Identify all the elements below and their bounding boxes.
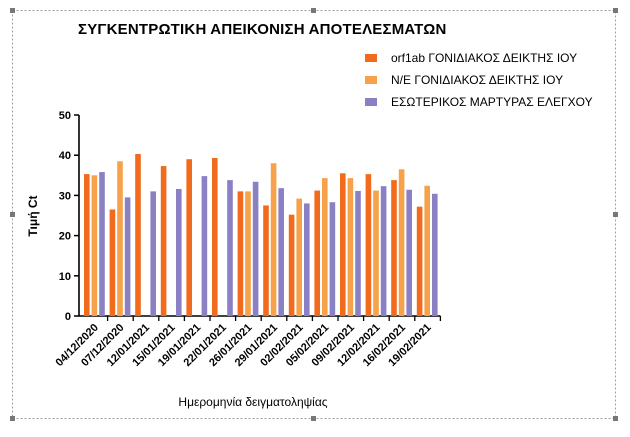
bar-s1-19/01/2021 <box>186 159 192 316</box>
bar-s1-07/12/2020 <box>109 209 116 316</box>
legend: orf1ab ΓΟΝΙΔΙΑΚΟΣ ΔΕΙΚΤΗΣ ΙΟΥ N/E ΓΟΝΙΔΙΑ… <box>365 51 593 109</box>
bar-s3-05/02/2021 <box>329 202 336 316</box>
y-tick-label: 30 <box>59 190 71 202</box>
resize-handle-top-right[interactable] <box>613 8 618 13</box>
bar-s1-12/01/2021 <box>135 153 141 316</box>
resize-handle-top[interactable] <box>311 8 316 13</box>
bar-s1-02/02/2021 <box>288 214 295 316</box>
y-tick-label: 10 <box>59 271 71 283</box>
resize-handle-left[interactable] <box>10 212 15 217</box>
selection-handles <box>10 8 618 421</box>
bar-s1-26/01/2021 <box>237 191 244 316</box>
bar-s1-04/12/2020 <box>84 174 90 316</box>
y-tick-label: 0 <box>65 311 71 323</box>
bar-s3-29/01/2021 <box>278 188 284 316</box>
bar-s2-26/01/2021 <box>245 191 251 316</box>
bar-s2-05/02/2021 <box>322 178 328 316</box>
resize-handle-bottom[interactable] <box>311 416 316 421</box>
bar-s1-29/01/2021 <box>263 205 269 316</box>
bar-s2-29/01/2021 <box>270 163 277 316</box>
legend-swatch-s1 <box>365 54 377 62</box>
bar-s2-04/12/2020 <box>91 175 98 316</box>
bar-s2-12/02/2021 <box>373 190 379 316</box>
bar-s2-19/02/2021 <box>424 185 430 316</box>
resize-handle-bottom-right[interactable] <box>613 416 618 421</box>
bar-s2-07/12/2020 <box>117 161 123 316</box>
y-tick-label: 40 <box>59 150 71 162</box>
plot-area: 0102030405004/12/202007/12/202012/01/202… <box>54 110 442 369</box>
bar-s3-12/01/2021 <box>150 191 156 316</box>
chart-title: ΣΥΓΚΕΝΤΡΩΤΙΚΗ ΑΠΕΙΚΟΝΙΣΗ ΑΠΟΤΕΛΕΣΜΑΤΩΝ <box>78 21 447 38</box>
bar-s3-04/12/2020 <box>99 172 105 316</box>
legend-label-s2: N/E ΓΟΝΙΔΙΑΚΟΣ ΔΕΙΚΤΗΣ ΙΟΥ <box>391 73 563 87</box>
bar-s3-16/02/2021 <box>406 189 412 316</box>
legend-label-s3: ΕΣΩΤΕΡΙΚΟΣ ΜΑΡΤΥΡΑΣ ΕΛΕΓΧΟΥ <box>391 95 593 109</box>
bar-s1-12/02/2021 <box>365 174 372 316</box>
bar-s2-09/02/2021 <box>347 178 354 316</box>
y-axis-label: Τιμή Ct <box>26 195 40 236</box>
resize-handle-top-left[interactable] <box>10 8 15 13</box>
y-tick-label: 50 <box>59 110 71 122</box>
bar-s3-19/02/2021 <box>432 193 438 316</box>
bar-s3-26/01/2021 <box>252 181 259 316</box>
bar-s1-16/02/2021 <box>391 180 397 316</box>
legend-swatch-s3 <box>365 98 377 106</box>
legend-label-s1: orf1ab ΓΟΝΙΔΙΑΚΟΣ ΔΕΙΚΤΗΣ ΙΟΥ <box>391 51 577 65</box>
bar-s2-16/02/2021 <box>398 169 405 316</box>
bar-s3-07/12/2020 <box>124 197 131 316</box>
bar-s1-19/02/2021 <box>416 206 423 316</box>
bar-s1-05/02/2021 <box>314 190 320 316</box>
x-axis-label: Ημερομηνία δειγματοληψίας <box>178 395 327 409</box>
legend-swatch-s2 <box>365 76 377 84</box>
bar-s3-09/02/2021 <box>355 190 361 316</box>
bar-s3-12/02/2021 <box>380 186 387 316</box>
resize-handle-bottom-left[interactable] <box>10 416 15 421</box>
bar-s1-09/02/2021 <box>340 173 346 316</box>
bar-s1-22/01/2021 <box>212 158 218 316</box>
bar-s3-19/01/2021 <box>201 176 208 316</box>
bar-s2-02/02/2021 <box>296 198 302 316</box>
resize-handle-right[interactable] <box>613 212 618 217</box>
bar-s3-22/01/2021 <box>227 180 233 316</box>
bar-s3-02/02/2021 <box>304 203 310 316</box>
y-tick-label: 20 <box>59 231 71 243</box>
bar-s1-15/01/2021 <box>160 166 167 316</box>
bar-s3-15/01/2021 <box>176 188 182 316</box>
